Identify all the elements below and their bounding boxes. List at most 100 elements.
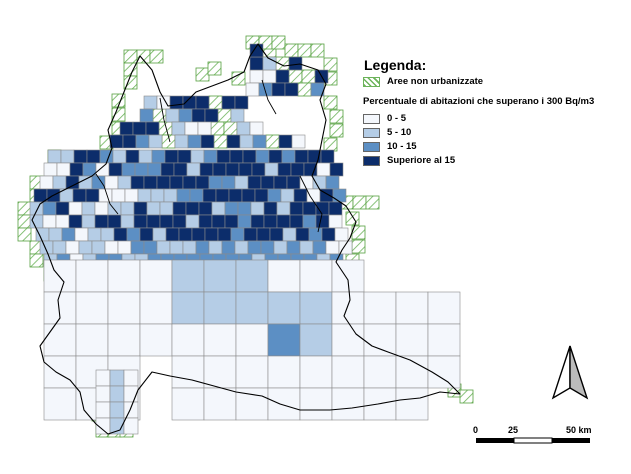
grid-cell bbox=[208, 175, 223, 190]
grid-cell bbox=[363, 355, 397, 389]
grid-cell bbox=[250, 214, 265, 229]
grid-cell bbox=[121, 162, 136, 177]
grid-cell bbox=[139, 323, 173, 357]
scale-label-50: 50 km bbox=[566, 425, 592, 435]
grid-cell bbox=[39, 240, 54, 255]
grid-cell bbox=[189, 188, 204, 203]
grid-cell bbox=[43, 162, 58, 177]
grid-cell bbox=[111, 188, 126, 203]
non-urban-cell bbox=[207, 61, 222, 76]
grid-cell bbox=[208, 240, 223, 255]
grid-cell bbox=[176, 188, 191, 203]
grid-cell bbox=[169, 240, 184, 255]
grid-cell bbox=[299, 387, 333, 421]
grid-cell bbox=[234, 95, 249, 110]
grid-cell bbox=[174, 134, 189, 149]
grid-cell bbox=[273, 175, 288, 190]
grid-cell bbox=[211, 214, 226, 229]
non-urban-cell bbox=[323, 95, 338, 110]
grid-cell bbox=[107, 214, 122, 229]
grid-cell bbox=[112, 149, 127, 164]
legend-swatch-3 bbox=[363, 155, 380, 166]
grid-cell bbox=[150, 188, 165, 203]
grid-cell bbox=[86, 149, 101, 164]
grid-cell bbox=[165, 108, 180, 123]
grid-cell bbox=[247, 240, 262, 255]
non-urban-cell bbox=[310, 43, 325, 58]
grid-cell bbox=[221, 95, 236, 110]
non-urban-cell bbox=[123, 49, 138, 64]
non-urban-cell bbox=[459, 389, 474, 404]
grid-cell bbox=[68, 214, 83, 229]
non-urban-cell bbox=[329, 109, 344, 124]
grid-cell bbox=[171, 291, 205, 325]
grid-cell bbox=[328, 214, 343, 229]
grid-cell bbox=[275, 69, 290, 84]
grid-cell bbox=[258, 82, 273, 97]
grid-cell bbox=[212, 162, 227, 177]
grid-cell bbox=[107, 259, 141, 293]
grid-cell bbox=[123, 401, 139, 419]
grid-cell bbox=[172, 214, 187, 229]
grid-cell bbox=[72, 188, 87, 203]
grid-cell bbox=[134, 162, 149, 177]
grid-cell bbox=[281, 149, 296, 164]
grid-cell bbox=[221, 175, 236, 190]
grid-cell bbox=[286, 240, 301, 255]
grid-cell bbox=[145, 121, 160, 136]
grid-cell bbox=[195, 175, 210, 190]
grid-cell bbox=[119, 121, 134, 136]
grid-cell bbox=[143, 175, 158, 190]
grid-cell bbox=[43, 387, 77, 421]
grid-cell bbox=[151, 149, 166, 164]
grid-cell bbox=[250, 201, 265, 216]
grid-cell bbox=[242, 149, 257, 164]
grid-cell bbox=[338, 240, 353, 255]
grid-cell bbox=[267, 291, 301, 325]
grid-cell bbox=[235, 323, 269, 357]
grid-cell bbox=[303, 162, 318, 177]
grid-cell bbox=[302, 214, 317, 229]
grid-cell bbox=[263, 214, 278, 229]
grid-cell bbox=[47, 149, 62, 164]
grid-cell bbox=[267, 188, 282, 203]
grid-cell bbox=[29, 214, 44, 229]
grid-cell bbox=[182, 240, 197, 255]
grid-cell bbox=[68, 201, 83, 216]
grid-cell bbox=[239, 134, 254, 149]
grid-cell bbox=[42, 214, 57, 229]
grid-cell bbox=[197, 121, 212, 136]
scale-label-0: 0 bbox=[473, 425, 479, 435]
grid-cell bbox=[295, 227, 310, 242]
grid-cell bbox=[203, 259, 237, 293]
grid-cell bbox=[325, 175, 340, 190]
grid-cell bbox=[198, 214, 213, 229]
grid-cell bbox=[230, 108, 245, 123]
grid-cell bbox=[164, 149, 179, 164]
grid-cell bbox=[200, 134, 215, 149]
grid-cell bbox=[315, 214, 330, 229]
grid-cell bbox=[264, 162, 279, 177]
grid-cell bbox=[224, 214, 239, 229]
grid-cell bbox=[39, 175, 54, 190]
grid-cell bbox=[299, 259, 333, 293]
grid-cell bbox=[109, 401, 125, 419]
grid-cell bbox=[139, 108, 154, 123]
non-urban-cell bbox=[284, 43, 299, 58]
grid-cell bbox=[306, 188, 321, 203]
legend-class-label-3: Superiore al 15 bbox=[387, 155, 456, 166]
non-urban-cell bbox=[210, 121, 225, 136]
grid-cell bbox=[133, 214, 148, 229]
grid-cell bbox=[147, 162, 162, 177]
grid-cell bbox=[61, 227, 76, 242]
grid-cell bbox=[288, 56, 303, 71]
grid-cell bbox=[85, 188, 100, 203]
hatch-swatch bbox=[363, 76, 380, 87]
grid-cell bbox=[289, 214, 304, 229]
grid-cell bbox=[267, 259, 301, 293]
non-urban-cell bbox=[301, 69, 316, 84]
grid-cell bbox=[190, 149, 205, 164]
grid-cell bbox=[107, 291, 141, 325]
grid-cell bbox=[204, 227, 219, 242]
